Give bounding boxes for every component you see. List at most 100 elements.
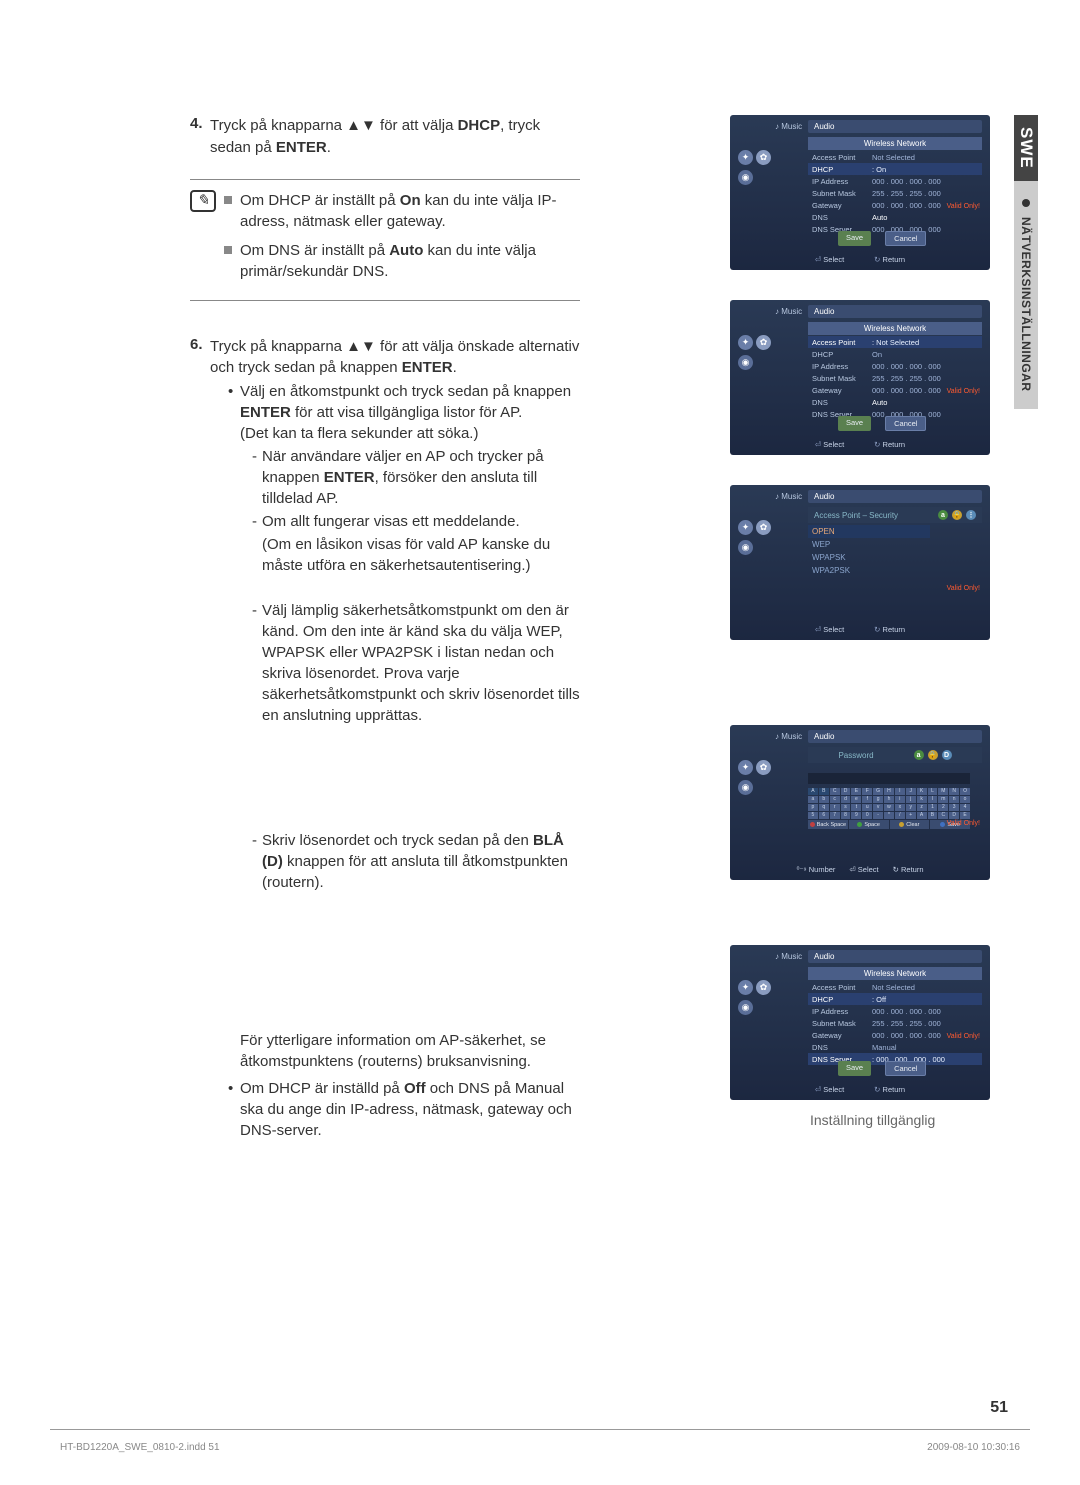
step-text: Tryck på knapparna ▲▼ för att välja DHCP… bbox=[210, 115, 580, 159]
badge-lock-icon: 🔒 bbox=[928, 750, 938, 760]
gear-icon: ✿ bbox=[756, 150, 771, 165]
settings-row: IP Address000 . 000 . 000 . 000 bbox=[808, 175, 982, 187]
settings-row: Subnet Mask255 . 255 . 255 . 000 bbox=[808, 187, 982, 199]
note-box: ✎ Om DHCP är inställt på On kan du inte … bbox=[190, 179, 580, 301]
screenshot-column: ♪ Music Audio Wireless Network ✦ ✿ ◉ Acc… bbox=[730, 115, 1000, 1128]
settings-row: DNSManual bbox=[808, 1041, 982, 1053]
settings-row: DHCP: On bbox=[808, 163, 982, 175]
divider bbox=[50, 1429, 1030, 1430]
badge-d-icon: D bbox=[942, 750, 952, 760]
step-text: Tryck på knapparna ▲▼ för att välja önsk… bbox=[210, 336, 580, 1144]
menu-audio: Audio bbox=[808, 305, 982, 318]
menu-audio: Audio bbox=[808, 490, 982, 503]
return-hint: ↻ Return bbox=[874, 440, 905, 449]
return-hint: ↻ Return bbox=[893, 865, 924, 874]
t: knappen för att ansluta till åtkomstpunk… bbox=[262, 853, 568, 891]
security-option[interactable]: WEP bbox=[808, 538, 930, 551]
footer-file: HT-BD1220A_SWE_0810-2.indd 51 bbox=[60, 1442, 220, 1453]
step-6: 6. Tryck på knapparna ▲▼ för att välja ö… bbox=[190, 336, 580, 1144]
gear-icon: ✿ bbox=[756, 760, 771, 775]
cancel-button[interactable]: Cancel bbox=[885, 416, 926, 431]
select-hint: ⏎ Select bbox=[815, 440, 844, 449]
menu-music: ♪ Music bbox=[775, 307, 802, 316]
settings-row: Access PointNot Selected bbox=[808, 151, 982, 163]
gear-icon: ✦ bbox=[738, 150, 753, 165]
t: Välj en åtkomstpunkt och tryck sedan på … bbox=[240, 383, 571, 400]
panel-header: Wireless Network bbox=[808, 137, 982, 150]
t: (Om en låsikon visas för vald AP kanske … bbox=[262, 534, 580, 576]
menu-music: ♪ Music bbox=[775, 122, 802, 131]
t: . bbox=[327, 139, 331, 156]
settings-row: DHCPOn bbox=[808, 348, 982, 360]
t: För ytterligare information om AP-säkerh… bbox=[240, 1030, 580, 1072]
footer-date: 2009-08-10 10:30:16 bbox=[927, 1442, 1020, 1453]
save-button[interactable]: Save bbox=[838, 1061, 871, 1076]
save-button[interactable]: Save bbox=[838, 231, 871, 246]
badge-a-icon: a bbox=[938, 510, 948, 520]
password-input[interactable] bbox=[808, 773, 970, 784]
kbd-backspace[interactable]: Back Space bbox=[808, 820, 848, 829]
b: ENTER bbox=[276, 139, 327, 156]
settings-row: Access Point: Not Selected bbox=[808, 336, 982, 348]
gear-icon: ✿ bbox=[756, 980, 771, 995]
screenshot-panel-dhcp-on: ♪ Music Audio Wireless Network ✦ ✿ ◉ Acc… bbox=[730, 115, 990, 270]
t: Om DHCP är inställd på bbox=[240, 1080, 404, 1097]
select-hint: ⏎ Select bbox=[815, 1085, 844, 1094]
select-hint: ⏎ Select bbox=[815, 255, 844, 264]
b: Off bbox=[404, 1080, 426, 1097]
security-option[interactable]: WPAPSK bbox=[808, 551, 930, 564]
valid-only-label: Valid Only! bbox=[947, 1033, 980, 1040]
step-4: 4. Tryck på knapparna ▲▼ för att välja D… bbox=[190, 115, 580, 159]
b: On bbox=[400, 192, 421, 209]
valid-only-label: Valid Only! bbox=[947, 820, 980, 827]
note-icon: ✎ bbox=[190, 190, 216, 212]
badge-a-icon: a bbox=[914, 750, 924, 760]
security-option[interactable]: WPA2PSK bbox=[808, 564, 930, 577]
security-option[interactable]: OPEN bbox=[808, 525, 930, 538]
valid-only-label: Valid Only! bbox=[947, 388, 980, 395]
dot-icon bbox=[1022, 199, 1030, 207]
return-hint: ↻ Return bbox=[874, 625, 905, 634]
panel-header: Wireless Network bbox=[808, 967, 982, 980]
menu-music: ♪ Music bbox=[775, 952, 802, 961]
badge-lock-icon: 🔒 bbox=[952, 510, 962, 520]
t: Om DHCP är inställt på bbox=[240, 192, 400, 209]
return-hint: ↻ Return bbox=[874, 255, 905, 264]
screenshot-panel-password: ♪ Music Audio Password a 🔒 D ✦ ✿ ◉ ABCDE… bbox=[730, 725, 990, 880]
step-num: 4. bbox=[190, 115, 210, 159]
password-header: Password a 🔒 D bbox=[808, 747, 982, 763]
globe-icon: ◉ bbox=[738, 355, 753, 370]
gear-icon: ✦ bbox=[738, 760, 753, 775]
side-tab: SWE NÄTVERKSINSTÄLLNINGAR bbox=[1014, 115, 1038, 535]
settings-row: Access PointNot Selected bbox=[808, 981, 982, 993]
badge-signal-icon: ⋮ bbox=[966, 510, 976, 520]
section-label: NÄTVERKSINSTÄLLNINGAR bbox=[1019, 217, 1033, 392]
screenshot-panel-dhcp-off: ♪ Music Audio Wireless Network ✦ ✿ ◉ Acc… bbox=[730, 945, 990, 1100]
cancel-button[interactable]: Cancel bbox=[885, 231, 926, 246]
caption-inst: Inställning tillgänglig bbox=[730, 1112, 1000, 1128]
b: ENTER bbox=[402, 359, 453, 376]
page-number: 51 bbox=[990, 1399, 1008, 1417]
save-button[interactable]: Save bbox=[838, 416, 871, 431]
cancel-button[interactable]: Cancel bbox=[885, 1061, 926, 1076]
gear-icon: ✿ bbox=[756, 335, 771, 350]
panel-header: Wireless Network bbox=[808, 322, 982, 335]
text-column: 4. Tryck på knapparna ▲▼ för att välja D… bbox=[190, 115, 580, 1163]
gear-icon: ✦ bbox=[738, 980, 753, 995]
lang-tab: SWE bbox=[1014, 115, 1038, 181]
kbd-clear[interactable]: Clear bbox=[890, 820, 930, 829]
gear-icon: ✿ bbox=[756, 520, 771, 535]
screenshot-panel-access-point: ♪ Music Audio Wireless Network ✦ ✿ ◉ Acc… bbox=[730, 300, 990, 455]
menu-music: ♪ Music bbox=[775, 732, 802, 741]
b: Auto bbox=[389, 242, 423, 259]
globe-icon: ◉ bbox=[738, 1000, 753, 1015]
globe-icon: ◉ bbox=[738, 170, 753, 185]
settings-row: Subnet Mask255 . 255 . 255 . 000 bbox=[808, 1017, 982, 1029]
kbd-space[interactable]: Space bbox=[849, 820, 889, 829]
menu-audio: Audio bbox=[808, 730, 982, 743]
bullet-icon bbox=[224, 246, 232, 254]
menu-audio: Audio bbox=[808, 950, 982, 963]
t: Om allt fungerar visas ett meddelande. bbox=[262, 511, 580, 532]
valid-only-label: Valid Only! bbox=[947, 203, 980, 210]
t: för att visa tillgängliga listor för AP. bbox=[291, 404, 523, 421]
